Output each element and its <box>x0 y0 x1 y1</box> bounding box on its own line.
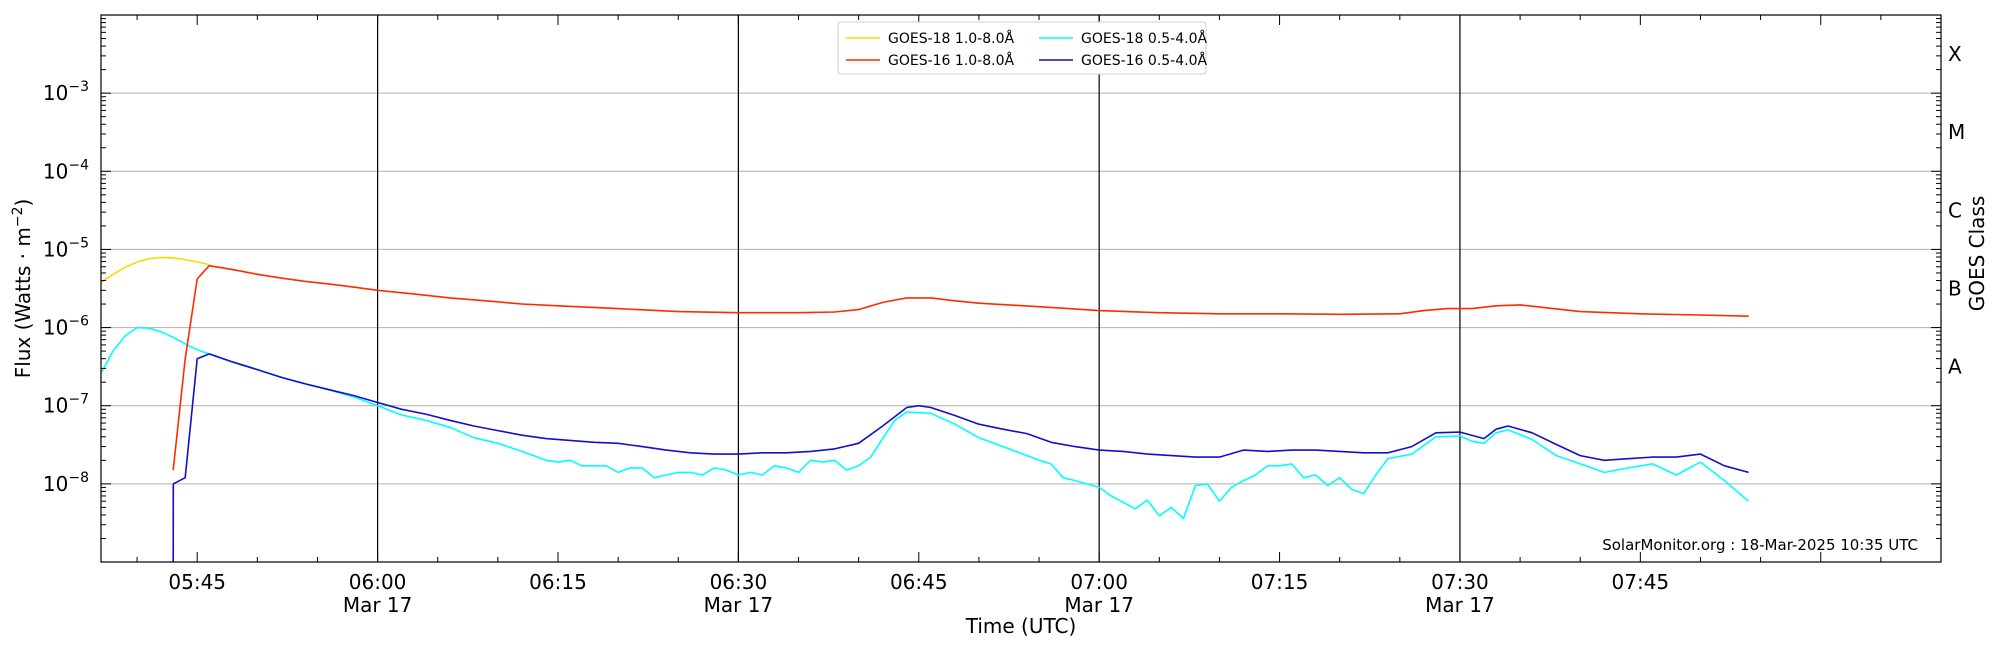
x-tick-date-label: Mar 17 <box>1064 593 1134 617</box>
y-tick-label: 10−7 <box>43 392 89 418</box>
x-tick-label: 07:15 <box>1251 570 1309 594</box>
x-tick-label: 07:30 <box>1431 570 1489 594</box>
x-tick-date-label: Mar 17 <box>704 593 774 617</box>
x-tick-label: 06:30 <box>710 570 768 594</box>
x-tick-date-label: Mar 17 <box>343 593 413 617</box>
plot-area-frame <box>100 14 1942 563</box>
right-axis-title: GOES Class <box>1965 196 1989 312</box>
legend-label-1: GOES-18 0.5-4.0Å <box>1081 30 1207 47</box>
x-tick-label: 07:45 <box>1612 570 1670 594</box>
series-line-0 <box>100 256 210 283</box>
source-watermark: SolarMonitor.org : 18-Mar-2025 10:35 UTC <box>1602 536 1918 554</box>
goes-class-label: M <box>1948 120 1965 144</box>
goes-class-label: C <box>1948 198 1962 222</box>
legend-label-0: GOES-18 1.0-8.0Å <box>888 30 1014 47</box>
grid-lines <box>101 92 1941 485</box>
legend: GOES-18 1.0-8.0Å GOES-16 1.0-8.0Å GOES-18 … <box>837 21 1207 75</box>
legend-label-2: GOES-16 1.0-8.0Å <box>888 52 1014 69</box>
y-axis-title: Flux (Watts · m−2) <box>10 199 35 379</box>
x-tick-label: 06:15 <box>529 570 587 594</box>
series-lines <box>100 256 1750 563</box>
y-tick-label: 10−5 <box>43 235 89 261</box>
goes-class-label: A <box>1948 355 1962 379</box>
y-tick-label: 10−3 <box>43 79 89 105</box>
x-tick-label: 06:45 <box>890 570 948 594</box>
y-tick-label: 10−8 <box>43 470 89 496</box>
series-line-1 <box>100 326 1750 520</box>
legend-box <box>837 21 1207 75</box>
x-tick-label: 05:45 <box>168 570 226 594</box>
y-tick-label: 10−6 <box>43 314 89 340</box>
axis-ticks <box>101 15 1942 563</box>
legend-label-3: GOES-16 0.5-4.0Å <box>1081 52 1207 69</box>
y-axis-tick-labels: 10−8 10−7 10−6 10−5 10−4 10−3 <box>43 79 89 496</box>
x-tick-label: 06:00 <box>349 570 407 594</box>
goes-class-labels: A B C M X <box>1948 42 1965 379</box>
goes-class-label: X <box>1948 42 1962 66</box>
day-marker-lines <box>377 15 1461 562</box>
goes-class-label: B <box>1948 277 1962 301</box>
series-line-2 <box>172 264 1749 471</box>
series-line-3 <box>172 353 1749 563</box>
x-axis-title: Time (UTC) <box>965 614 1077 638</box>
x-tick-label: 07:00 <box>1070 570 1128 594</box>
x-tick-date-label: Mar 17 <box>1425 593 1495 617</box>
y-tick-label: 10−4 <box>43 157 89 183</box>
